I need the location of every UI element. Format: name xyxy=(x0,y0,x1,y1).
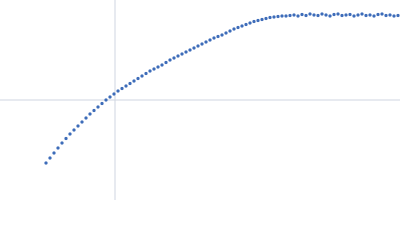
point xyxy=(184,50,188,54)
point xyxy=(336,12,340,16)
point xyxy=(180,52,184,56)
point xyxy=(156,65,160,69)
point xyxy=(392,14,396,18)
point xyxy=(44,161,48,165)
point xyxy=(176,54,180,58)
point xyxy=(304,13,308,18)
chart xyxy=(0,0,400,200)
point xyxy=(48,156,52,160)
point xyxy=(208,38,212,42)
point xyxy=(376,12,380,17)
point xyxy=(144,71,148,76)
point xyxy=(204,40,208,44)
point xyxy=(300,12,304,17)
point xyxy=(312,13,316,17)
point xyxy=(60,141,64,145)
point xyxy=(328,14,332,18)
point xyxy=(344,13,348,17)
point xyxy=(280,14,284,18)
point xyxy=(80,120,84,124)
point xyxy=(68,132,72,136)
point xyxy=(152,67,156,71)
point xyxy=(364,13,368,18)
point xyxy=(116,89,120,93)
point xyxy=(84,116,88,120)
point xyxy=(212,36,216,40)
point xyxy=(120,86,124,91)
point xyxy=(388,13,392,17)
point xyxy=(220,33,224,37)
point xyxy=(196,44,200,48)
point xyxy=(140,74,144,78)
point xyxy=(260,17,264,22)
point xyxy=(296,14,300,18)
point xyxy=(148,69,152,73)
point xyxy=(52,151,56,155)
point xyxy=(248,21,252,25)
point xyxy=(124,84,128,88)
point xyxy=(308,12,312,16)
point xyxy=(96,105,100,109)
point xyxy=(348,12,352,17)
point xyxy=(264,16,268,21)
point xyxy=(200,42,204,46)
point xyxy=(236,25,240,30)
point xyxy=(108,95,112,99)
point xyxy=(288,13,292,18)
point xyxy=(380,12,384,16)
point xyxy=(272,15,276,19)
point xyxy=(88,112,92,116)
point xyxy=(284,14,288,18)
point xyxy=(320,12,324,16)
point xyxy=(192,46,196,50)
point xyxy=(76,124,80,128)
point xyxy=(332,12,336,17)
point xyxy=(372,14,376,18)
point xyxy=(56,146,60,150)
point xyxy=(132,79,136,83)
point xyxy=(240,24,244,28)
point xyxy=(128,81,132,86)
point xyxy=(244,22,248,27)
point xyxy=(340,13,344,18)
point xyxy=(232,27,236,31)
point xyxy=(316,13,320,18)
point xyxy=(160,63,164,67)
point xyxy=(356,13,360,17)
point xyxy=(112,92,116,96)
point xyxy=(324,13,328,17)
point xyxy=(72,128,76,132)
point xyxy=(188,48,192,52)
point xyxy=(224,31,228,35)
point xyxy=(256,18,260,23)
point xyxy=(396,13,400,18)
point xyxy=(168,58,172,62)
point xyxy=(384,13,388,18)
point xyxy=(92,108,96,113)
point xyxy=(172,56,176,60)
point xyxy=(252,19,256,24)
point xyxy=(104,98,108,102)
point xyxy=(360,12,364,16)
point xyxy=(216,34,220,39)
point xyxy=(164,60,168,65)
point xyxy=(268,15,272,20)
point xyxy=(136,76,140,81)
point xyxy=(352,14,356,18)
point xyxy=(100,101,104,106)
point xyxy=(64,136,68,141)
point xyxy=(276,14,280,19)
point xyxy=(292,13,296,17)
point xyxy=(228,29,232,33)
point xyxy=(368,13,372,17)
